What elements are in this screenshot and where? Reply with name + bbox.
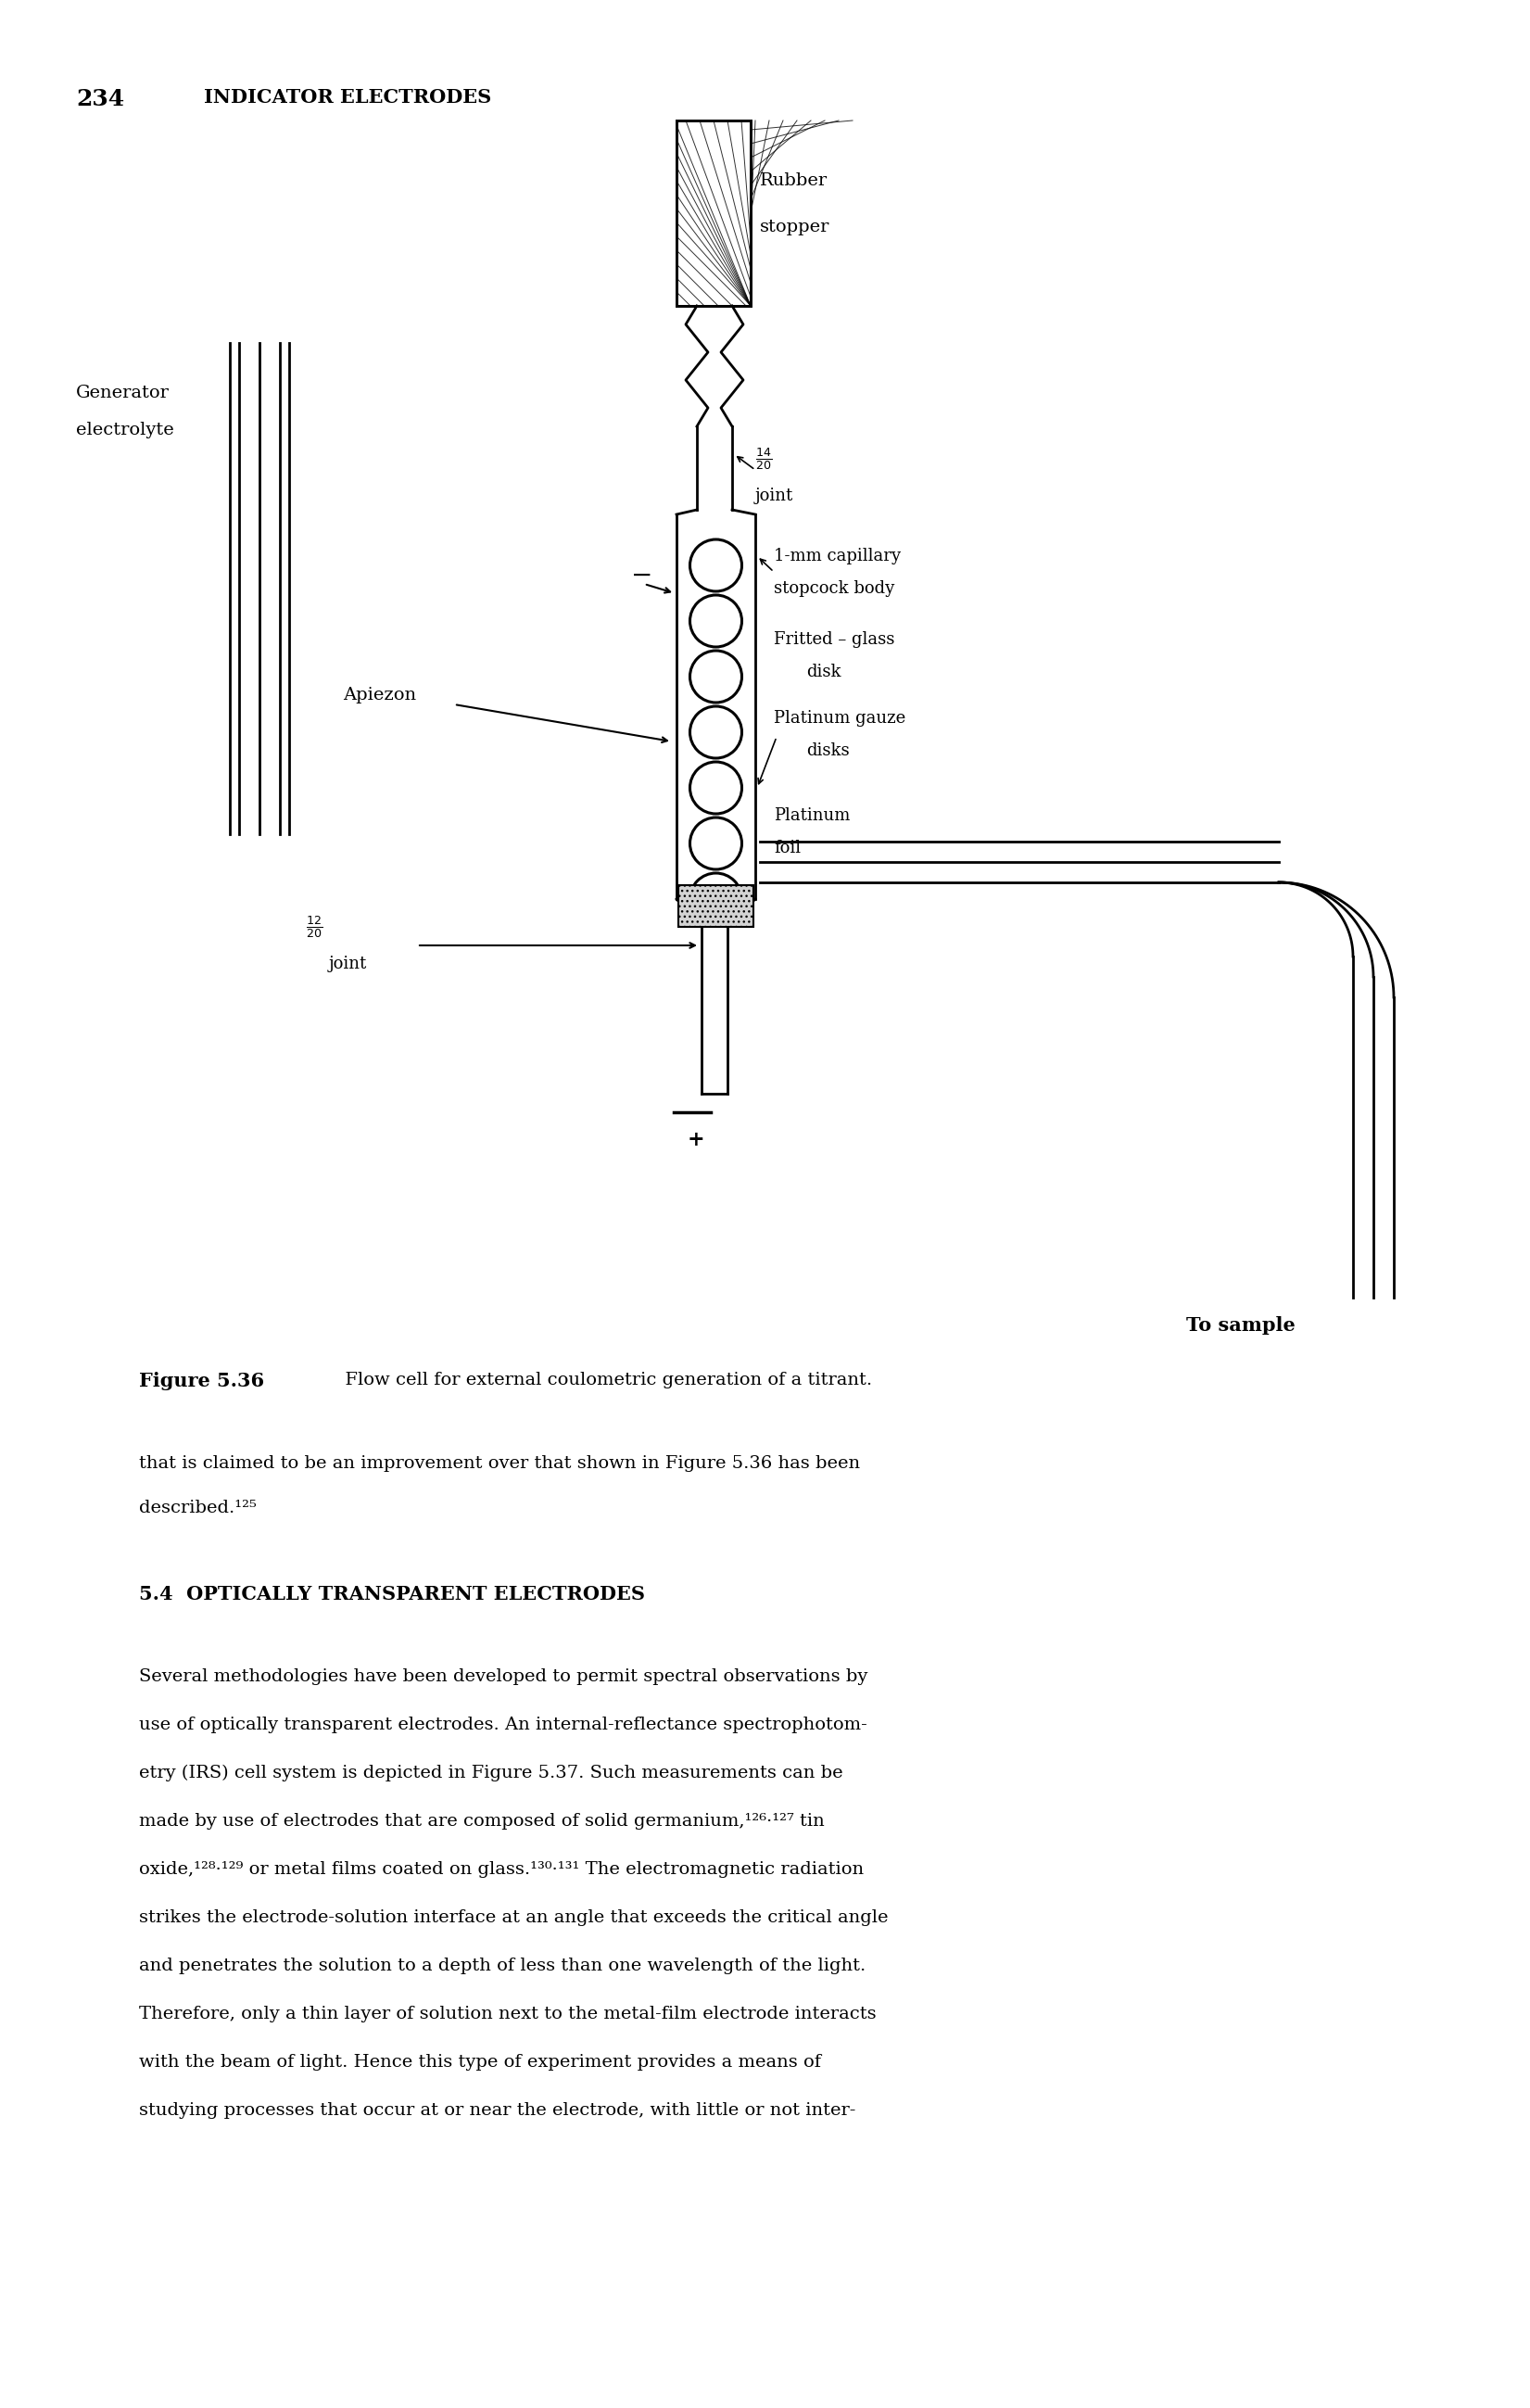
Text: Flow cell for external coulometric generation of a titrant.: Flow cell for external coulometric gener… — [334, 1373, 872, 1389]
Text: 234: 234 — [77, 89, 124, 111]
Text: Platinum gauze: Platinum gauze — [774, 710, 906, 727]
Text: Fritted – glass: Fritted – glass — [774, 631, 895, 648]
Text: stopcock body: stopcock body — [774, 580, 895, 597]
Text: Rubber: Rubber — [760, 173, 828, 190]
Text: disk: disk — [806, 665, 842, 681]
Bar — [678, 886, 753, 927]
Text: Generator: Generator — [77, 385, 170, 402]
Text: oxide,¹²⁸·¹²⁹ or metal films coated on glass.¹³⁰·¹³¹ The electromagnetic radiati: oxide,¹²⁸·¹²⁹ or metal films coated on g… — [139, 1861, 864, 1878]
Text: Therefore, only a thin layer of solution next to the metal-film electrode intera: Therefore, only a thin layer of solution… — [139, 2006, 877, 2023]
Text: +: + — [687, 1129, 705, 1151]
Text: Apiezon: Apiezon — [343, 686, 416, 703]
Text: etry (IRS) cell system is depicted in Figure 5.37. Such measurements can be: etry (IRS) cell system is depicted in Fi… — [139, 1765, 843, 1782]
Text: $\frac{12}{20}$: $\frac{12}{20}$ — [306, 915, 323, 939]
Text: $\frac{14}{20}$: $\frac{14}{20}$ — [756, 445, 773, 472]
Text: 1-mm capillary: 1-mm capillary — [774, 547, 901, 563]
Text: made by use of electrodes that are composed of solid germanium,¹²⁶·¹²⁷ tin: made by use of electrodes that are compo… — [139, 1813, 825, 1830]
Bar — [676, 120, 751, 306]
Text: To sample: To sample — [1186, 1317, 1296, 1334]
Text: that is claimed to be an improvement over that shown in Figure 5.36 has been: that is claimed to be an improvement ove… — [139, 1454, 860, 1471]
Text: Several methodologies have been developed to permit spectral observations by: Several methodologies have been develope… — [139, 1669, 868, 1686]
Text: disks: disks — [806, 742, 849, 759]
Text: INDICATOR ELECTRODES: INDICATOR ELECTRODES — [203, 89, 491, 106]
Text: described.¹²⁵: described.¹²⁵ — [139, 1500, 257, 1517]
Text: with the beam of light. Hence this type of experiment provides a means of: with the beam of light. Hence this type … — [139, 2054, 822, 2071]
Text: joint: joint — [756, 486, 794, 503]
Text: $-$: $-$ — [630, 561, 650, 588]
Text: 5.4  OPTICALLY TRANSPARENT ELECTRODES: 5.4 OPTICALLY TRANSPARENT ELECTRODES — [139, 1584, 646, 1604]
Text: and penetrates the solution to a depth of less than one wavelength of the light.: and penetrates the solution to a depth o… — [139, 1958, 866, 1975]
Text: foil: foil — [774, 840, 800, 857]
Text: use of optically transparent electrodes. An internal-reflectance spectrophotom-: use of optically transparent electrodes.… — [139, 1717, 868, 1734]
Text: Platinum: Platinum — [774, 807, 851, 824]
Text: strikes the electrode-solution interface at an angle that exceeds the critical a: strikes the electrode-solution interface… — [139, 1910, 889, 1926]
Text: stopper: stopper — [760, 219, 829, 236]
Text: electrolyte: electrolyte — [77, 421, 174, 438]
Bar — [676, 120, 751, 306]
Text: Figure 5.36: Figure 5.36 — [139, 1373, 265, 1389]
Text: studying processes that occur at or near the electrode, with little or not inter: studying processes that occur at or near… — [139, 2102, 855, 2119]
Text: joint: joint — [329, 956, 367, 973]
